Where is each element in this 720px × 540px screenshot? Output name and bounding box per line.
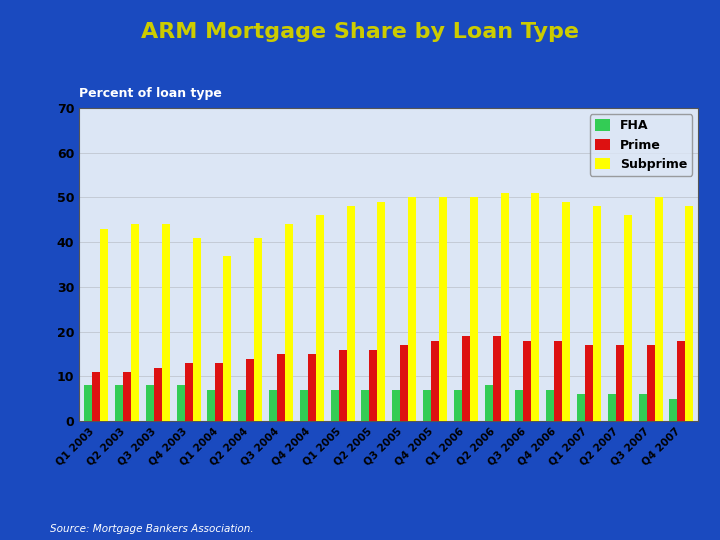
Bar [369,349,377,421]
Bar [192,238,201,421]
Bar [145,386,154,421]
Bar [423,390,431,421]
Bar [223,255,231,421]
Bar [246,359,254,421]
Bar [554,341,562,421]
Bar [307,354,316,421]
Bar [608,394,616,421]
Bar [285,224,293,421]
Bar [462,336,470,421]
Bar [585,345,593,421]
Bar [492,336,500,421]
Bar [330,390,338,421]
Bar [408,198,416,421]
Bar [207,390,215,421]
Bar [624,215,632,421]
Bar [254,238,262,421]
Bar [346,206,355,421]
Text: ARM Mortgage Share by Loan Type: ARM Mortgage Share by Loan Type [141,22,579,42]
Bar [84,386,92,421]
Bar [392,390,400,421]
Bar [184,363,192,421]
Bar [361,390,369,421]
Bar [162,224,170,421]
Legend: FHA, Prime, Subprime: FHA, Prime, Subprime [590,114,692,176]
Bar [577,394,585,421]
Bar [470,198,478,421]
Bar [639,394,647,421]
Bar [115,386,123,421]
Text: Percent of loan type: Percent of loan type [79,87,222,100]
Bar [647,345,654,421]
Bar [92,372,100,421]
Bar [215,363,223,421]
Bar [616,345,624,421]
Bar [516,390,523,421]
Bar [685,206,693,421]
Bar [454,390,462,421]
Bar [377,202,385,421]
Bar [670,399,678,421]
Bar [300,390,307,421]
Bar [431,341,439,421]
Bar [500,193,508,421]
Bar [593,206,601,421]
Bar [678,341,685,421]
Bar [154,368,162,421]
Bar [176,386,184,421]
Bar [131,224,139,421]
Bar [277,354,285,421]
Bar [546,390,554,421]
Bar [485,386,492,421]
Bar [338,349,346,421]
Bar [531,193,539,421]
Bar [439,198,447,421]
Bar [123,372,131,421]
Bar [523,341,531,421]
Bar [654,198,662,421]
Bar [100,229,108,421]
Bar [238,390,246,421]
Bar [316,215,324,421]
Bar [400,345,408,421]
Text: Source: Mortgage Bankers Association.: Source: Mortgage Bankers Association. [50,524,254,534]
Bar [562,202,570,421]
Bar [269,390,277,421]
